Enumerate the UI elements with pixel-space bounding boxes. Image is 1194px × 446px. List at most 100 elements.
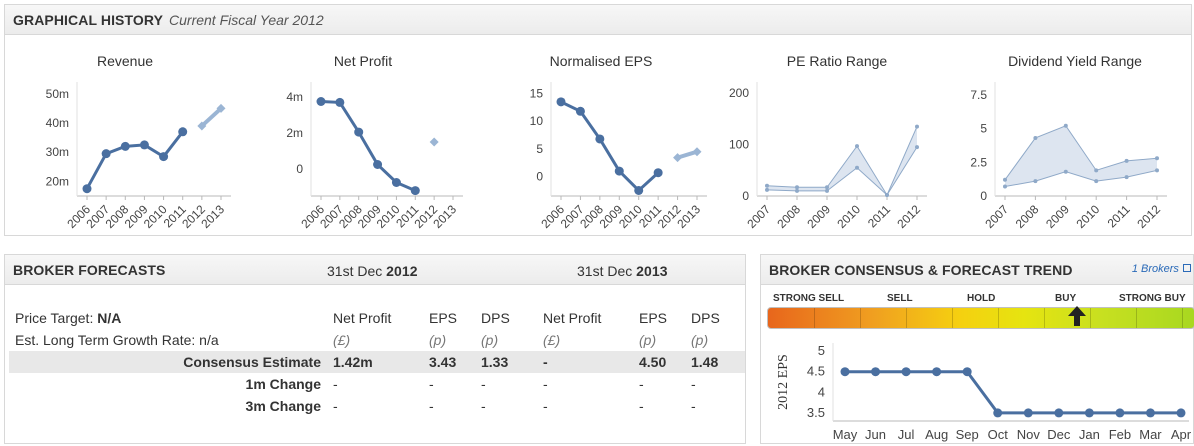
row-label: 1m Change bbox=[245, 376, 321, 392]
data-point bbox=[391, 178, 401, 187]
consensus-meter-bar bbox=[767, 307, 1194, 329]
data-point bbox=[1023, 408, 1033, 418]
meter-label-strong-buy: STRONG BUY bbox=[1119, 293, 1186, 304]
data-point bbox=[1145, 408, 1155, 418]
graphical-history-subtitle: Current Fiscal Year 2012 bbox=[169, 11, 324, 28]
eps-title: Normalised EPS bbox=[550, 53, 653, 69]
range-area bbox=[1005, 125, 1157, 187]
table-row: Consensus Estimate 1.42m 3.43 1.33 - 4.5… bbox=[9, 351, 745, 373]
data-point bbox=[614, 166, 624, 176]
unit-cell: (p) bbox=[481, 332, 499, 348]
data-point bbox=[159, 152, 169, 162]
x-tick-label: 2011 bbox=[865, 202, 893, 230]
data-point bbox=[993, 408, 1003, 418]
x-tick-label: Mar bbox=[1139, 427, 1162, 442]
forecast-date-2013: 31st Dec 2013 bbox=[577, 263, 668, 279]
low-series-line bbox=[1004, 169, 1158, 188]
data-point bbox=[634, 185, 644, 195]
forecast-point bbox=[673, 153, 683, 163]
y-tick-label: 0 bbox=[296, 162, 303, 176]
broker-consensus-panel: BROKER CONSENSUS & FORECAST TREND 1 Brok… bbox=[760, 254, 1194, 444]
x-tick-label: 2009 bbox=[1043, 202, 1072, 231]
table-cell: - bbox=[691, 376, 696, 392]
table-cell: 1.42m bbox=[327, 351, 423, 373]
y-tick-label: 3.5 bbox=[807, 405, 825, 420]
data-point bbox=[855, 144, 859, 149]
meter-label-strong-sell: STRONG SELL bbox=[773, 293, 845, 304]
forecast-line bbox=[200, 106, 223, 128]
x-tick-label: Apr bbox=[1171, 427, 1192, 442]
brokers-link[interactable]: 1 Brokers bbox=[1132, 263, 1191, 275]
data-point bbox=[178, 127, 188, 137]
data-point bbox=[1094, 168, 1099, 173]
eps-chart: Normalised EPS05101520062007200820092010… bbox=[530, 53, 707, 231]
unit-cell: (£) bbox=[543, 332, 561, 348]
meter-label-sell: SELL bbox=[887, 293, 913, 304]
x-tick-label: 2008 bbox=[1013, 202, 1042, 231]
graphical-history-panel: GRAPHICAL HISTORY Current Fiscal Year 20… bbox=[4, 4, 1192, 236]
x-tick-label: 2013 bbox=[674, 202, 703, 231]
forecast-date-year: 2013 bbox=[636, 263, 668, 279]
x-tick-label: 2013 bbox=[198, 202, 227, 231]
data-point bbox=[1063, 123, 1068, 128]
forecast-point bbox=[216, 103, 226, 113]
net_profit-title: Net Profit bbox=[334, 53, 392, 69]
dy-chart: Dividend Yield Range 0 2.5 5 7.5 2007 2008 2009… bbox=[970, 53, 1167, 231]
price-target-label: Price Target: bbox=[15, 310, 94, 326]
data-point bbox=[1003, 184, 1007, 189]
data-point bbox=[795, 188, 799, 193]
broker-forecasts-header: BROKER FORECASTS 31st Dec 2012 31st Dec … bbox=[5, 255, 745, 285]
unit-cell: (p) bbox=[691, 332, 709, 348]
data-point bbox=[82, 184, 92, 194]
table-cell: - bbox=[639, 398, 644, 414]
consensus-arrow-icon bbox=[1068, 306, 1087, 326]
data-point bbox=[1003, 177, 1007, 182]
data-point bbox=[1124, 175, 1129, 180]
data-point bbox=[575, 106, 585, 116]
x-tick-label: 2013 bbox=[430, 202, 459, 231]
table-cell: - bbox=[537, 351, 633, 373]
table-cell: - bbox=[543, 376, 548, 392]
x-tick-label: May bbox=[833, 427, 858, 442]
x-tick-label: 2008 bbox=[774, 202, 803, 231]
y-tick-label: 0 bbox=[980, 189, 987, 203]
history-charts: Revenue20m30m40m50m200620072008200920102… bbox=[46, 53, 1167, 231]
data-point bbox=[1063, 169, 1068, 174]
y-tick-label: 7.5 bbox=[970, 88, 987, 102]
data-point bbox=[410, 186, 420, 196]
table-cell: 3.43 bbox=[423, 351, 475, 373]
data-point bbox=[373, 160, 383, 169]
pe-title: PE Ratio Range bbox=[787, 53, 888, 69]
x-tick-label: Jun bbox=[865, 427, 886, 442]
col-header: DPS bbox=[481, 310, 510, 326]
forecast-date-2012: 31st Dec 2012 bbox=[327, 263, 418, 279]
col-header: EPS bbox=[639, 310, 668, 326]
high-series-line bbox=[1004, 125, 1158, 181]
data-point bbox=[765, 183, 769, 188]
data-point bbox=[1054, 408, 1064, 418]
forecast-point bbox=[197, 121, 207, 131]
meter-label-hold: HOLD bbox=[967, 293, 996, 304]
trend-line bbox=[845, 370, 1181, 415]
row-label: 3m Change bbox=[245, 398, 321, 414]
y-tick-label: 40m bbox=[46, 116, 69, 130]
x-tick-label: 2010 bbox=[1074, 202, 1103, 231]
data-point bbox=[335, 97, 345, 107]
high-series-line bbox=[766, 126, 918, 197]
data-point bbox=[1115, 408, 1125, 418]
col-header: DPS bbox=[691, 310, 720, 326]
y-tick-label: 0 bbox=[742, 189, 749, 203]
table-cell: - bbox=[481, 376, 486, 392]
low-series-line bbox=[766, 146, 918, 196]
price-target-cell: Price Target: N/A bbox=[9, 307, 327, 329]
data-point bbox=[825, 188, 829, 193]
meter-label-buy: BUY bbox=[1055, 293, 1077, 304]
x-tick-label: 2007 bbox=[744, 202, 773, 231]
y-tick-label: 50m bbox=[46, 87, 69, 101]
graphical-history-header: GRAPHICAL HISTORY Current Fiscal Year 20… bbox=[5, 5, 1191, 35]
x-tick-label: Jan bbox=[1079, 427, 1100, 442]
x-tick-label: Feb bbox=[1109, 427, 1131, 442]
data-point bbox=[139, 140, 149, 150]
external-link-icon bbox=[1183, 264, 1191, 272]
forecast-point bbox=[692, 147, 702, 157]
